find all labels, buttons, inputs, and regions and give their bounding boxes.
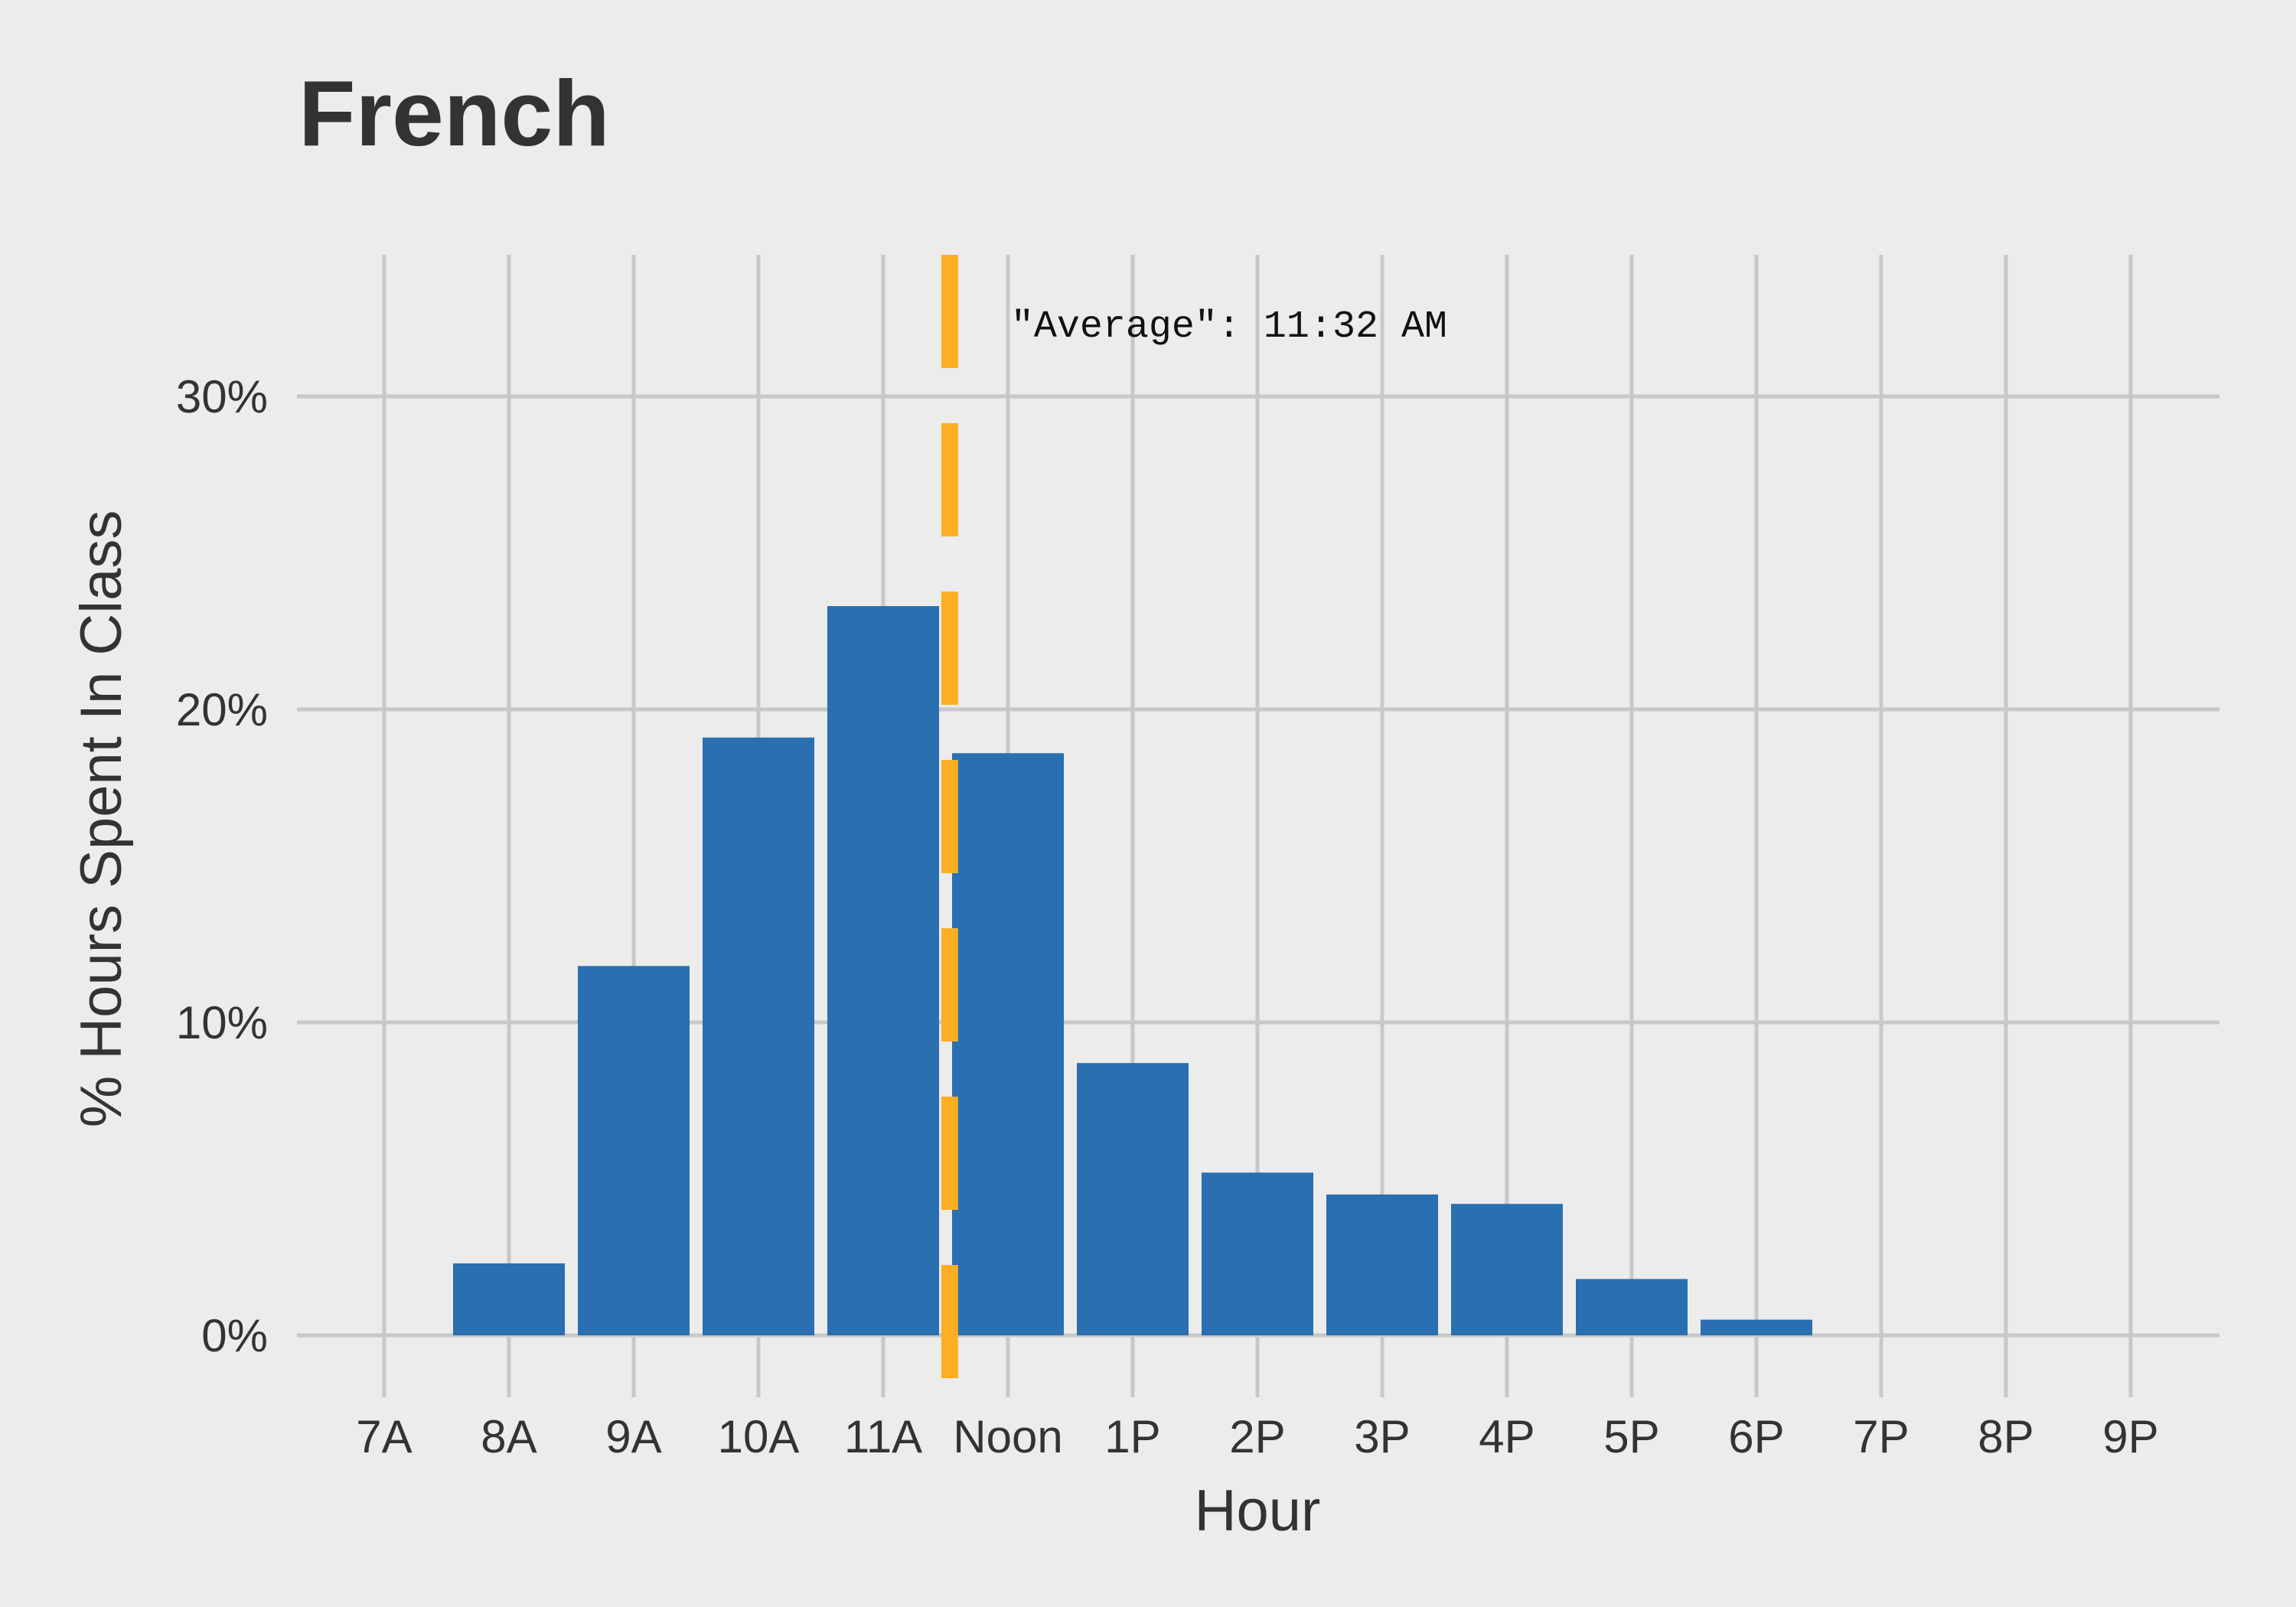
x-tick-label: 8P — [1978, 1411, 2033, 1462]
bar-8A — [453, 1263, 565, 1335]
x-tick-label: Noon — [953, 1411, 1062, 1462]
y-tick-label: 0% — [201, 1310, 268, 1361]
x-tick-label: 7P — [1853, 1411, 1909, 1462]
x-tick-label: 11A — [844, 1411, 922, 1462]
x-tick-label: 3P — [1354, 1411, 1410, 1462]
x-tick-label: 4P — [1479, 1411, 1534, 1462]
y-tick-label: 20% — [176, 684, 268, 735]
x-tick-label: 7A — [356, 1411, 412, 1462]
bar-Noon — [952, 753, 1064, 1335]
bar-10A — [703, 737, 814, 1335]
x-tick-label: 5P — [1603, 1411, 1659, 1462]
bar-2P — [1202, 1172, 1313, 1335]
x-tick-label: 2P — [1229, 1411, 1285, 1462]
y-axis-ticks: 0% 10% 20% 30% — [176, 371, 268, 1361]
bar-11A — [827, 606, 939, 1335]
y-tick-label: 10% — [176, 997, 268, 1048]
bar-3P — [1326, 1194, 1438, 1335]
y-axis-title: % Hours Spent In Class — [69, 510, 134, 1128]
y-tick-label: 30% — [176, 371, 268, 422]
bar-1P — [1077, 1063, 1189, 1335]
average-marker: "Average": 11:32 AM — [941, 255, 1447, 1387]
gridlines — [297, 255, 2219, 1387]
x-tick-label: 10A — [718, 1411, 800, 1462]
bar-5P — [1576, 1279, 1688, 1335]
bar-4P — [1451, 1204, 1563, 1335]
x-tick-label: 9A — [605, 1411, 661, 1462]
bar-9A — [578, 966, 690, 1335]
bars — [453, 606, 1812, 1335]
x-axis-ticks: 7A 8A 9A 10A 11A Noon 1P 2P 3P 4P 5P 6P 7P 8P 9P — [356, 1387, 2159, 1462]
x-tick-label: 9P — [2102, 1411, 2158, 1462]
x-tick-label: 6P — [1728, 1411, 1784, 1462]
x-tick-label: 1P — [1104, 1411, 1160, 1462]
x-tick-label: 8A — [481, 1411, 536, 1462]
x-axis-title: Hour — [1195, 1478, 1321, 1543]
bar-6P — [1701, 1319, 1812, 1335]
average-annotation: "Average": 11:32 AM — [1011, 305, 1447, 349]
chart-title: French — [298, 61, 610, 165]
